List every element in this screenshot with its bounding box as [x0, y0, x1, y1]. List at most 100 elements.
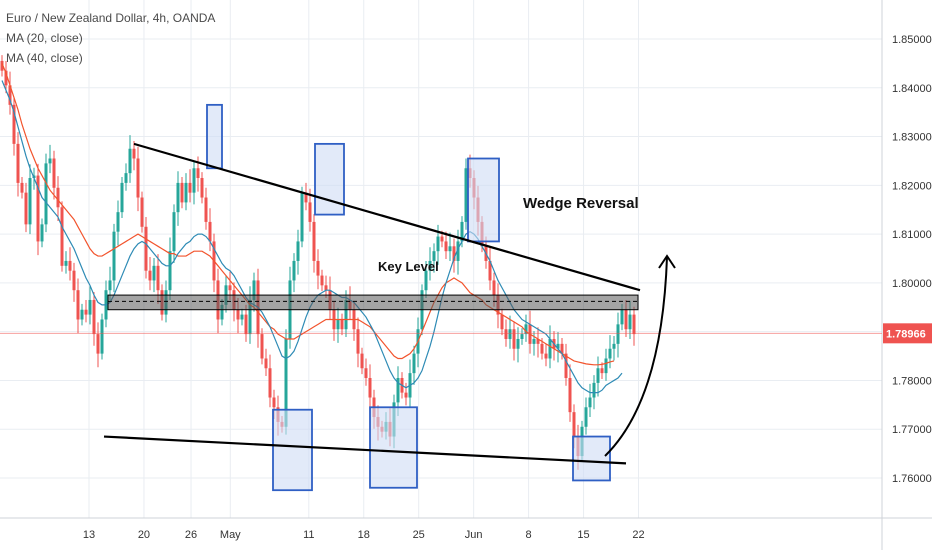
highlight-box [206, 103, 223, 170]
candle-body [300, 192, 304, 242]
key-level-label: Key Level [378, 259, 439, 274]
candle-body [220, 304, 224, 320]
candle-body [284, 338, 288, 427]
candle-body [304, 192, 308, 203]
candle-body [368, 378, 372, 398]
candle-body [592, 382, 596, 398]
candle-body [192, 168, 196, 193]
candle-body [356, 329, 360, 354]
candle-body [80, 309, 84, 320]
candle-body [260, 334, 264, 359]
candle-body [188, 182, 192, 193]
y-tick-label: 1.81000 [892, 229, 932, 241]
candle-body [184, 182, 188, 203]
candle-body [40, 224, 44, 242]
candle-body [168, 251, 172, 291]
y-tick-label: 1.77000 [892, 424, 932, 436]
candle-body [156, 265, 160, 291]
candle-body [248, 299, 252, 335]
x-tick-label: 22 [632, 529, 644, 541]
candle-body [556, 343, 560, 349]
candle-body [364, 368, 368, 379]
candle-body [272, 397, 276, 408]
candle-body [108, 280, 112, 291]
candle-body [4, 70, 8, 86]
candle-body [508, 329, 512, 339]
x-tick-label: 25 [413, 529, 425, 541]
candle-body [60, 207, 64, 266]
x-tick-label: May [220, 529, 241, 541]
candle-body [548, 338, 552, 359]
candle-body [504, 329, 508, 339]
candle-body [176, 182, 180, 213]
candle-body [432, 251, 436, 261]
symbol-title: Euro / New Zealand Dollar, 4h, OANDA [6, 11, 216, 25]
candle-body [128, 148, 132, 174]
candle-body [148, 270, 152, 281]
highlight-box [272, 408, 313, 492]
candle-body [120, 182, 124, 213]
candle-body [268, 368, 272, 398]
candle-body [460, 221, 464, 242]
candle-body [436, 236, 440, 252]
candle-body [404, 392, 408, 398]
candle-body [632, 314, 636, 335]
x-tick-label: 11 [303, 529, 314, 541]
candle-body [64, 260, 68, 266]
candle-body [588, 397, 592, 408]
candle-body [344, 299, 348, 330]
candle-body [244, 314, 248, 335]
candle-body [568, 378, 572, 413]
upper-trendline [133, 142, 641, 292]
y-tick-label: 1.78000 [892, 375, 932, 387]
key-level-band [107, 294, 639, 311]
candle-body [172, 212, 176, 252]
candle-body [584, 407, 588, 427]
candle-body [324, 285, 328, 291]
candle-body [308, 202, 312, 222]
candle-body [24, 192, 28, 225]
candle-body [396, 378, 400, 403]
candle-body [228, 285, 232, 291]
candle-body [16, 143, 20, 183]
candle-body [136, 158, 140, 198]
ma40-line [1, 63, 615, 366]
candle-body [72, 270, 76, 291]
candle-body [208, 221, 212, 242]
wedge-reversal-label: Wedge Reversal [523, 195, 639, 212]
highlight-box [572, 435, 611, 482]
candle-body [596, 368, 600, 383]
candle-body [144, 226, 148, 271]
candle-body [100, 319, 104, 354]
y-tick-label: 1.76000 [892, 473, 932, 485]
candle-body [340, 319, 344, 330]
candle-body [572, 412, 576, 437]
candle-body [124, 173, 128, 183]
candle-body [76, 290, 80, 320]
candle-body [116, 212, 120, 232]
candle-body [524, 324, 528, 335]
candle-body [52, 158, 56, 188]
candle-body [68, 260, 72, 271]
candle-body [616, 324, 620, 344]
highlight-box [467, 157, 500, 243]
candle-body [12, 104, 16, 144]
candle-body [600, 368, 604, 374]
candle-body [360, 353, 364, 369]
x-tick-label: 18 [358, 529, 370, 541]
candle-body [492, 280, 496, 296]
candle-body [28, 178, 32, 225]
candle-body [512, 329, 516, 349]
candle-body [320, 275, 324, 286]
candle-body [48, 158, 52, 164]
candle-body [424, 270, 428, 291]
candle-body [440, 236, 444, 242]
candle-body [564, 353, 568, 379]
current-price-label: 1.78966 [886, 328, 926, 340]
candle-body [516, 338, 520, 349]
candle-body [412, 353, 416, 374]
candle-body [620, 309, 624, 325]
candle-body [88, 299, 92, 315]
